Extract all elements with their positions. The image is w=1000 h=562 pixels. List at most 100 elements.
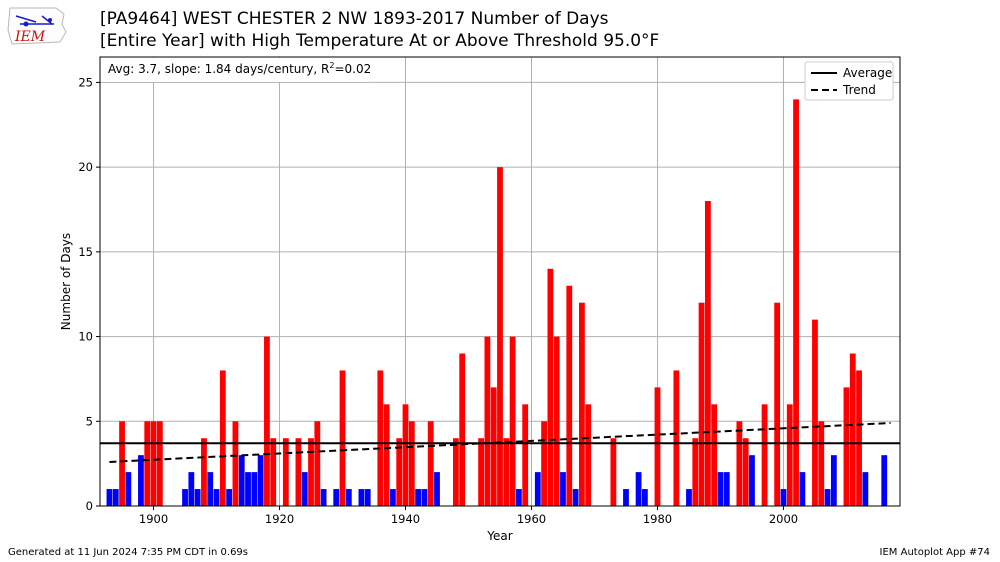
bar-1949 bbox=[459, 353, 466, 506]
bar-1929 bbox=[333, 489, 340, 506]
x-tick-label: 1960 bbox=[517, 512, 546, 526]
x-tick-label: 2000 bbox=[769, 512, 798, 526]
y-tick-label: 5 bbox=[86, 414, 93, 428]
y-axis-label: Number of Days bbox=[59, 233, 73, 330]
bar-1990 bbox=[717, 472, 724, 506]
reference-lines bbox=[100, 421, 900, 463]
bar-1956 bbox=[503, 438, 510, 506]
svg-text:Avg: 3.7, slope: 1.84 days/cen: Avg: 3.7, slope: 1.84 days/century, R2=0… bbox=[108, 61, 371, 76]
bar-1999 bbox=[774, 302, 781, 506]
bar-2003 bbox=[799, 472, 806, 506]
bar-1937 bbox=[383, 404, 390, 506]
bar-1964 bbox=[553, 336, 560, 506]
bar-2000 bbox=[780, 489, 787, 506]
bar-1965 bbox=[560, 472, 566, 506]
bar-1906 bbox=[188, 472, 195, 506]
bar-2016 bbox=[881, 455, 888, 506]
bar-1953 bbox=[484, 336, 491, 506]
y-tick-label: 0 bbox=[86, 499, 93, 513]
x-tick-label: 1920 bbox=[265, 512, 294, 526]
bar-1993 bbox=[736, 421, 743, 506]
bar-1957 bbox=[509, 336, 516, 506]
bar-1907 bbox=[194, 489, 201, 506]
bar-1954 bbox=[490, 387, 497, 506]
bar-1994 bbox=[742, 438, 749, 506]
bar-1899 bbox=[144, 421, 151, 506]
bar-1931 bbox=[345, 489, 352, 506]
bar-1923 bbox=[295, 438, 302, 506]
bar-1988 bbox=[704, 201, 711, 507]
bar-1942 bbox=[415, 489, 422, 506]
bar-1995 bbox=[749, 455, 755, 506]
annotation-superscript: 2 bbox=[329, 61, 334, 70]
bar-1978 bbox=[641, 489, 648, 506]
bar-1936 bbox=[377, 370, 384, 506]
bar-1961 bbox=[534, 472, 541, 506]
x-tick-label: 1900 bbox=[139, 512, 168, 526]
footer-app: IEM Autoplot App #74 bbox=[879, 547, 990, 558]
bar-1921 bbox=[282, 438, 289, 506]
bar-1905 bbox=[182, 489, 188, 506]
bar-2001 bbox=[786, 404, 793, 506]
bar-1985 bbox=[686, 489, 692, 506]
bar-1914 bbox=[238, 455, 245, 506]
bar-1927 bbox=[320, 489, 327, 506]
bar-1987 bbox=[698, 302, 705, 506]
bar-1900 bbox=[150, 421, 157, 506]
bar-1973 bbox=[610, 438, 617, 506]
bar-1975 bbox=[623, 489, 629, 506]
bar-1913 bbox=[232, 421, 239, 506]
bar-1963 bbox=[547, 268, 554, 506]
bar-1895 bbox=[119, 421, 125, 506]
bar-1933 bbox=[358, 489, 365, 506]
y-tick-label: 15 bbox=[78, 245, 93, 259]
bar-1977 bbox=[635, 472, 642, 506]
bar-1915 bbox=[245, 472, 251, 506]
legend-label-1: Trend bbox=[842, 83, 876, 97]
bar-2007 bbox=[824, 489, 831, 506]
y-tick-label: 20 bbox=[78, 160, 93, 174]
bar-1962 bbox=[541, 421, 547, 506]
bar-1893 bbox=[106, 489, 113, 506]
bar-1955 bbox=[497, 167, 503, 506]
bar-2012 bbox=[856, 370, 862, 506]
annotation-text: Avg: 3.7, slope: 1.84 days/century, R bbox=[108, 62, 329, 76]
bar-1912 bbox=[226, 489, 233, 506]
legend-label-0: Average bbox=[843, 66, 892, 80]
logo-text: IEM bbox=[14, 29, 46, 45]
bar-1980 bbox=[654, 387, 661, 506]
bar-1910 bbox=[213, 489, 220, 506]
bar-1898 bbox=[138, 455, 144, 506]
bar-1924 bbox=[301, 472, 308, 506]
annotation-tail: =0.02 bbox=[334, 62, 371, 76]
x-tick-label: 1940 bbox=[391, 512, 420, 526]
legend: Average Trend bbox=[804, 61, 894, 101]
bar-2011 bbox=[849, 353, 856, 506]
bar-1997 bbox=[761, 404, 768, 506]
bar-2005 bbox=[812, 319, 818, 506]
bar-1969 bbox=[585, 404, 592, 506]
bar-1983 bbox=[673, 370, 680, 506]
bar-2008 bbox=[830, 455, 837, 506]
bar-1930 bbox=[339, 370, 346, 506]
bar-1916 bbox=[251, 472, 258, 506]
bar-1918 bbox=[264, 336, 270, 506]
bar-1943 bbox=[421, 489, 428, 506]
stats-annotation: Avg: 3.7, slope: 1.84 days/century, R2=0… bbox=[101, 58, 371, 82]
y-tick-label: 25 bbox=[78, 75, 93, 89]
footer-generated: Generated at 11 Jun 2024 7:35 PM CDT in … bbox=[8, 547, 249, 558]
bar-2013 bbox=[862, 472, 869, 506]
bar-2006 bbox=[818, 421, 825, 506]
bars bbox=[106, 99, 888, 507]
bar-1958 bbox=[516, 489, 522, 506]
bar-1934 bbox=[364, 489, 371, 506]
bar-1926 bbox=[314, 421, 321, 506]
bar-1991 bbox=[723, 472, 730, 506]
iem-logo: IEM bbox=[6, 4, 68, 48]
bar-1986 bbox=[692, 438, 699, 506]
bar-1901 bbox=[156, 421, 163, 506]
axis-ticks: 1900 1920 1940 1960 1980 2000 0 5 10 15 20 25 bbox=[78, 75, 798, 526]
bar-1940 bbox=[402, 404, 409, 506]
bar-1941 bbox=[408, 421, 415, 506]
